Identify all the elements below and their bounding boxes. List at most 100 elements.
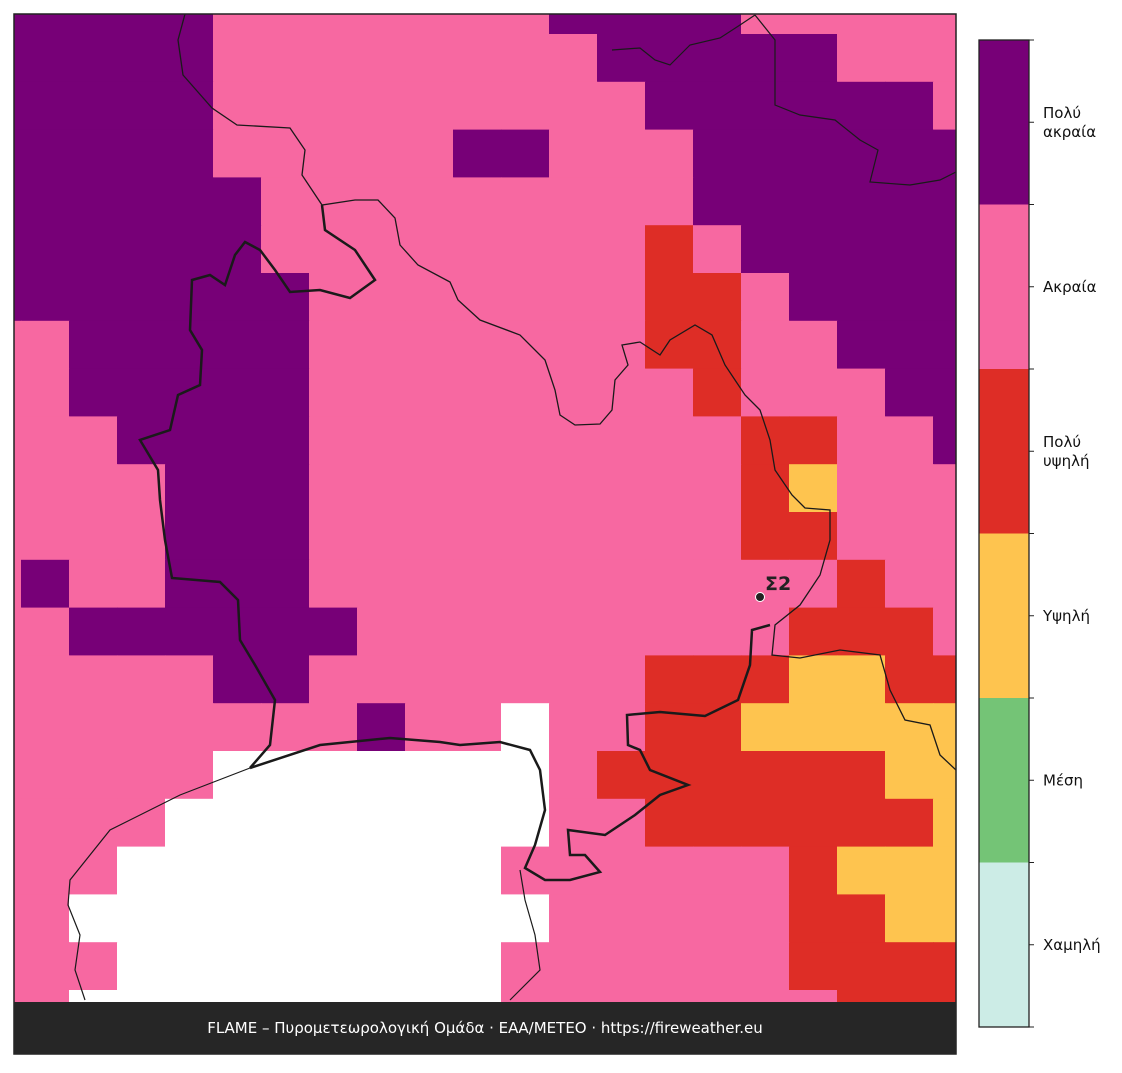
grid-cell: [69, 751, 118, 800]
grid-cell: [165, 655, 214, 704]
grid-cell: [69, 894, 118, 943]
grid-cell: [885, 751, 934, 800]
grid-cell: [453, 177, 502, 226]
grid-cell: [14, 512, 22, 561]
grid-cell: [597, 655, 646, 704]
grid-cell: [165, 512, 214, 561]
grid-cell: [597, 177, 646, 226]
grid-cell: [453, 894, 502, 943]
grid-cell: [117, 34, 166, 83]
grid-cell: [741, 703, 790, 752]
grid-cell: [597, 894, 646, 943]
grid-cell: [693, 34, 742, 83]
grid-cell: [501, 416, 550, 465]
legend-label: υψηλή: [1043, 452, 1089, 470]
grid-cell: [213, 846, 262, 895]
grid-cell: [117, 655, 166, 704]
grid-cell: [933, 607, 956, 656]
grid-cell: [213, 320, 262, 370]
grid-cell: [741, 607, 790, 656]
grid-cell: [165, 703, 214, 752]
grid-cell: [789, 273, 838, 322]
grid-cell: [549, 177, 598, 226]
grid-cell: [261, 607, 310, 656]
grid-cell: [21, 703, 70, 752]
grid-cell: [213, 14, 262, 35]
grid-cell: [69, 703, 118, 752]
grid-cell: [69, 559, 118, 609]
grid-cell: [261, 751, 310, 800]
grid-cell: [357, 607, 406, 656]
grid-cell: [645, 464, 694, 513]
colorbar-segment: [979, 40, 1029, 205]
grid-cell: [741, 751, 790, 800]
grid-cell: [597, 14, 646, 35]
grid-cell: [21, 846, 70, 895]
grid-cell: [693, 464, 742, 513]
grid-cell: [357, 703, 406, 752]
grid-cell: [21, 942, 70, 991]
grid-cell: [597, 129, 646, 178]
grid-cell: [261, 464, 310, 513]
grid-cell: [405, 942, 454, 991]
grid-cell: [357, 464, 406, 513]
grid-cell: [933, 320, 956, 370]
grid-cell: [933, 798, 956, 848]
grid-cell: [69, 14, 118, 35]
grid-cell: [69, 225, 118, 274]
grid-cell: [309, 14, 358, 35]
grid-cell: [693, 416, 742, 465]
grid-cell: [837, 894, 886, 943]
grid-cell: [261, 703, 310, 752]
grid-cell: [837, 607, 886, 656]
grid-cell: [261, 894, 310, 943]
grid-cell: [789, 320, 838, 370]
grid-cell: [885, 798, 934, 848]
grid-cell: [21, 368, 70, 417]
grid-cell: [213, 607, 262, 656]
grid-cell: [69, 942, 118, 991]
grid-cell: [405, 559, 454, 609]
grid-cell: [885, 225, 934, 274]
grid-cell: [933, 416, 956, 465]
grid-cell: [405, 416, 454, 465]
grid-cell: [405, 703, 454, 752]
grid-cell: [309, 81, 358, 131]
grid-cell: [14, 14, 22, 35]
grid-cell: [693, 607, 742, 656]
grid-cell: [645, 798, 694, 848]
grid-cell: [69, 846, 118, 895]
grid-cell: [453, 273, 502, 322]
grid-cell: [645, 607, 694, 656]
grid-cell: [165, 798, 214, 848]
grid-cell: [549, 464, 598, 513]
grid-cell: [69, 320, 118, 370]
grid-cell: [789, 751, 838, 800]
grid-cell: [309, 607, 358, 656]
grid-cell: [693, 894, 742, 943]
grid-cell: [837, 846, 886, 895]
grid-cell: [741, 14, 790, 35]
grid-cell: [645, 942, 694, 991]
grid-cell: [117, 81, 166, 131]
grid-cell: [405, 512, 454, 561]
grid-cell: [885, 942, 934, 991]
grid-cell: [357, 129, 406, 178]
grid-cell: [789, 798, 838, 848]
grid-cell: [357, 416, 406, 465]
grid-cell: [837, 942, 886, 991]
grid-cell: [357, 942, 406, 991]
grid-cell: [885, 81, 934, 131]
grid-cell: [693, 368, 742, 417]
legend-label: Υψηλή: [1042, 607, 1090, 625]
grid-cell: [357, 846, 406, 895]
grid-cell: [261, 655, 310, 704]
grid-cell: [837, 416, 886, 465]
borders: [67, 14, 956, 1001]
grid-cell: [885, 894, 934, 943]
grid-cell: [309, 464, 358, 513]
station-label: Σ2: [765, 573, 791, 595]
grid-cell: [837, 81, 886, 131]
grid-cell: [693, 129, 742, 178]
